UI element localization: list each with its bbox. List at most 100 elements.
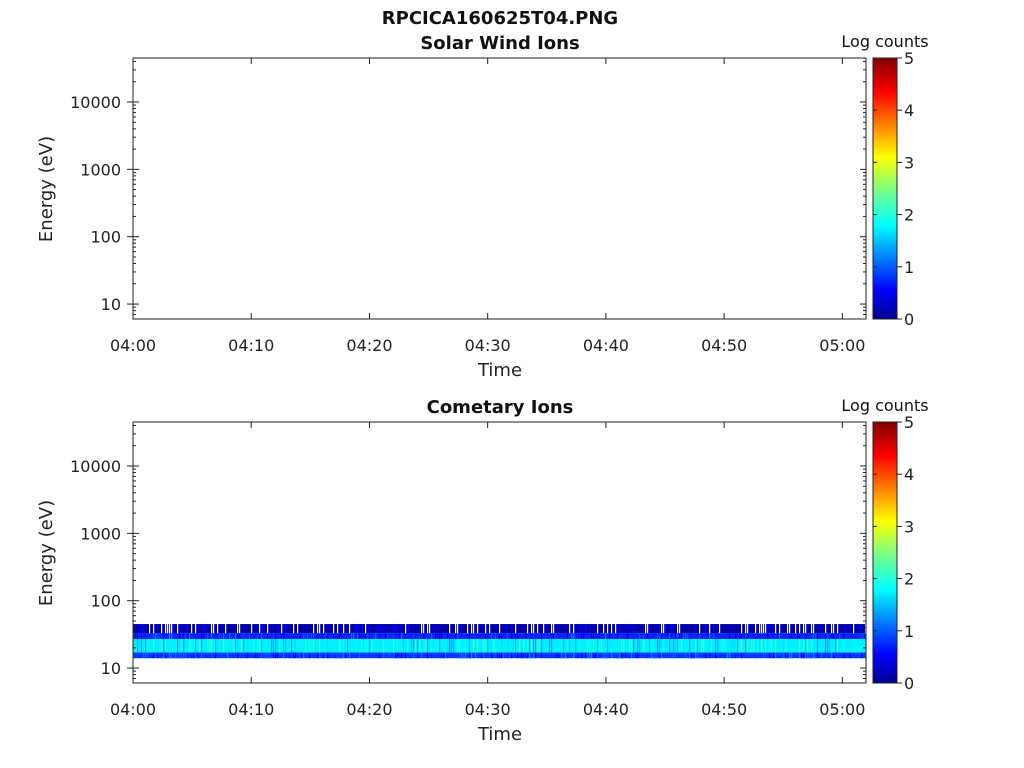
spectrogram-column (473, 639, 475, 653)
spectrogram-column (399, 633, 401, 640)
spectrogram-column (541, 652, 543, 659)
spectrogram-column (407, 624, 409, 634)
spectrogram-column (593, 639, 595, 653)
spectrogram-column (347, 639, 349, 653)
spectrogram-column (421, 652, 423, 659)
x-tick-label: 04:50 (701, 336, 747, 355)
spectrogram-column (825, 633, 827, 640)
spectrogram-column (345, 652, 347, 659)
spectrogram-column (215, 639, 217, 653)
spectrogram-column (593, 652, 595, 659)
x-tick-label: 04:40 (583, 700, 629, 719)
spectrogram-column (155, 633, 157, 640)
spectrogram-column (769, 652, 771, 659)
spectrogram-column (449, 624, 451, 634)
spectrogram-column (217, 639, 219, 653)
spectrogram-column (481, 652, 483, 659)
spectrogram-column (579, 639, 581, 653)
spectrogram-column (193, 624, 195, 634)
spectrogram-column (639, 639, 641, 653)
spectrogram-column (621, 652, 623, 659)
spectrogram-column (191, 624, 193, 634)
spectrogram-column (209, 633, 211, 640)
spectrogram-column (255, 652, 257, 659)
colorbar-tick-label: 3 (904, 517, 914, 536)
spectrogram-column (223, 639, 225, 653)
spectrogram-column (415, 633, 417, 640)
spectrogram-column (223, 633, 225, 640)
spectrogram-column (607, 652, 609, 659)
spectrogram-column (729, 633, 731, 640)
spectrogram-column (247, 652, 249, 659)
spectrogram-column (257, 639, 259, 653)
spectrogram-column (175, 639, 177, 653)
spectrogram-column (611, 624, 613, 634)
spectrogram-column (193, 652, 195, 659)
spectrogram-column (465, 633, 467, 640)
spectrogram-column (259, 633, 261, 640)
spectrogram-column (395, 624, 397, 634)
spectrogram-column (537, 639, 539, 653)
spectrogram-column (653, 652, 655, 659)
spectrogram-column (489, 624, 491, 634)
spectrogram-column (619, 624, 621, 634)
spectrogram-column (817, 633, 819, 640)
spectrogram-column (235, 633, 237, 640)
spectrogram-column (823, 633, 825, 640)
spectrogram-column (321, 633, 323, 640)
spectrogram-column (589, 639, 591, 653)
spectrogram-column (169, 652, 171, 659)
spectrogram-column (165, 624, 167, 634)
spectrogram-column (283, 633, 285, 640)
spectrogram-column (843, 652, 845, 659)
cometary-panel: Cometary Ions Log counts Energy (eV) Tim… (36, 396, 929, 745)
spectrogram-column (805, 633, 807, 640)
spectrogram-column (393, 639, 395, 653)
spectrogram-column (259, 624, 261, 634)
spectrogram-column (327, 652, 329, 659)
spectrogram-column (237, 639, 239, 653)
spectrogram-column (303, 633, 305, 640)
spectrogram-column (497, 624, 499, 634)
spectrogram-column (365, 624, 367, 634)
spectrogram-column (569, 639, 571, 653)
spectrogram-column (695, 652, 697, 659)
spectrogram-column (665, 633, 667, 640)
spectrogram-column (709, 624, 711, 634)
spectrogram-column (341, 652, 343, 659)
spectrogram-column (835, 639, 837, 653)
spectrogram-column (469, 639, 471, 653)
spectrogram-column (191, 639, 193, 653)
spectrogram-column (663, 633, 665, 640)
spectrogram-column (739, 639, 741, 653)
spectrogram-column (747, 624, 749, 634)
spectrogram-column (831, 652, 833, 659)
spectrogram-column (239, 633, 241, 640)
spectrogram-column (531, 639, 533, 653)
colorbar-tick-label: 4 (904, 465, 914, 484)
spectrogram-column (241, 624, 243, 634)
spectrogram-column (615, 639, 617, 653)
spectrogram-column (367, 639, 369, 653)
spectrogram-column (477, 639, 479, 653)
spectrogram-column (227, 652, 229, 659)
spectrogram-column (143, 624, 145, 634)
spectrogram-column (295, 633, 297, 640)
spectrogram-column (687, 633, 689, 640)
spectrogram-column (265, 652, 267, 659)
spectrogram-column (541, 624, 543, 634)
spectrogram-column (449, 639, 451, 653)
colorbar-label: Log counts (841, 32, 928, 51)
spectrogram-column (431, 652, 433, 659)
spectrogram-column (185, 652, 187, 659)
spectrogram-column (507, 639, 509, 653)
spectrogram-column (195, 624, 197, 634)
spectrogram-column (275, 639, 277, 653)
spectrogram-column (217, 624, 219, 634)
spectrogram-column (857, 624, 859, 634)
spectrogram-column (771, 624, 773, 634)
x-axis-label: Time (477, 360, 522, 381)
spectrogram-column (243, 639, 245, 653)
colorbar-tick-label: 1 (904, 258, 914, 277)
spectrogram-column (279, 639, 281, 653)
